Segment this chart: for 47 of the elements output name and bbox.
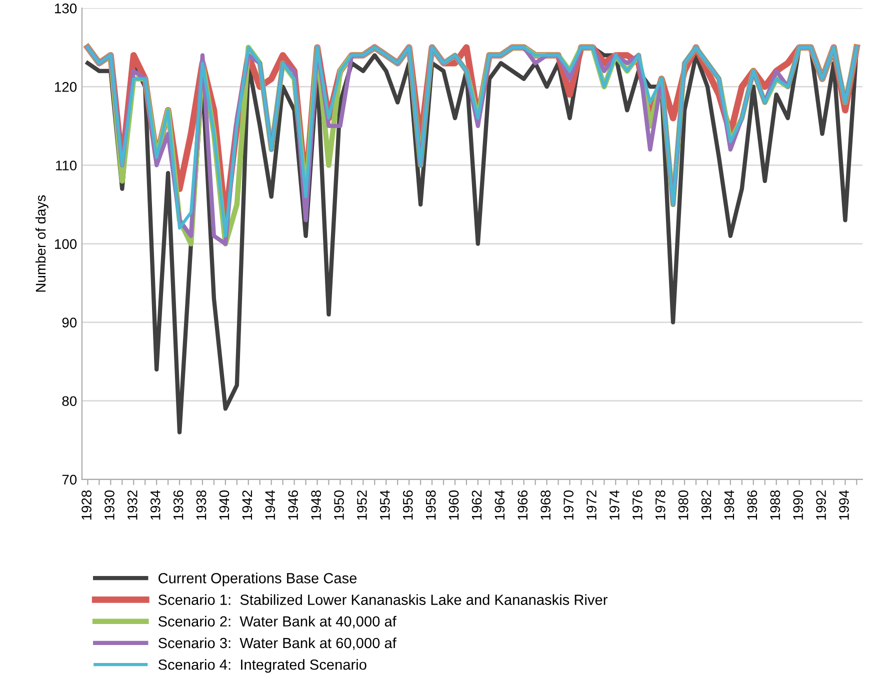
y-tick-label: 120 [54,82,77,92]
x-tick-label: 1994 [839,490,849,520]
x-tick-label: 1970 [564,490,574,520]
y-tick-label: 90 [62,318,77,328]
x-tick-label: 1946 [288,490,298,520]
x-tick-label: 1982 [701,490,712,520]
legend-label: Scenario 4: Integrated Scenario [158,659,366,673]
x-tick-label: 1944 [265,490,276,520]
y-tick-label: 100 [54,239,77,249]
x-tick-label: 1966 [518,490,528,520]
y-tick-label: 130 [54,3,77,14]
x-tick-label: 1978 [655,490,666,520]
x-tick-label: 1962 [472,490,482,520]
x-tick-label: 1984 [724,490,734,520]
x-tick-label: 1950 [334,490,344,520]
x-tick-label: 1988 [770,490,780,520]
x-tick-label: 1964 [494,490,505,520]
x-tick-label: 1976 [632,490,642,520]
x-tick-label: 1940 [219,490,230,520]
x-tick-label: 1952 [357,490,367,520]
x-tick-label: 1936 [173,490,184,520]
x-tick-label: 1992 [816,490,826,520]
x-tick-label: 1980 [678,490,688,520]
x-tick-label: 1958 [426,490,436,520]
x-tick-label: 1956 [402,490,413,520]
y-tick-label: 110 [56,160,77,170]
legend-label: Scenario 1: Stabilized Lower Kananaskis Lake and Kananaskis River [158,594,608,605]
x-tick-label: 1968 [540,490,551,520]
y-axis-title: Number of days [35,195,48,292]
x-tick-label: 1986 [747,490,758,520]
x-tick-label: 1974 [610,490,620,520]
x-tick-label: 1972 [586,490,596,520]
legend-label: Current Operations Base Case [158,572,357,586]
x-tick-label: 1930 [104,490,114,520]
x-tick-label: 1934 [150,490,160,520]
y-tick-label: 70 [62,474,77,485]
x-tick-label: 1942 [242,490,252,520]
x-tick-label: 1954 [380,490,390,520]
legend-label: Scenario 2: Water Bank at 40,000 af [158,616,396,628]
x-tick-label: 1932 [128,490,138,520]
y-tick-label: 80 [62,396,77,406]
x-tick-label: 1938 [196,490,206,520]
x-tick-label: 1948 [311,490,321,520]
x-tick-label: 1928 [82,490,92,520]
x-tick-label: 1990 [793,490,804,520]
x-tick-label: 1960 [448,490,459,520]
legend-label: Scenario 3: Water Bank at 60,000 af [158,637,396,650]
